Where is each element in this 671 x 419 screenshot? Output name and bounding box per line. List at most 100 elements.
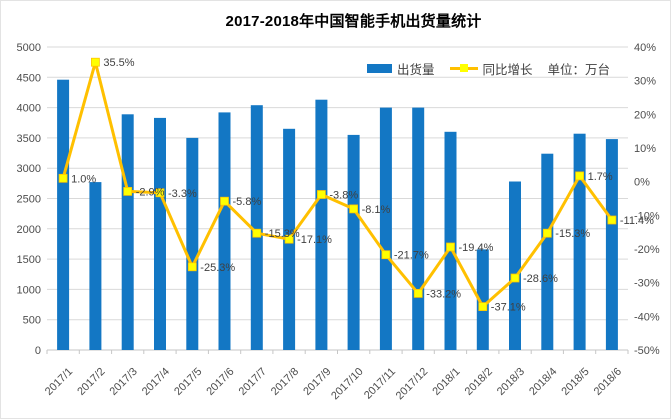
y-axis-tick-right: -10% xyxy=(634,210,660,222)
bar-2018/3 xyxy=(509,181,521,350)
marker-2017/11 xyxy=(381,250,391,260)
data-label-2017/8: -17.1% xyxy=(297,234,332,246)
bar-2018/6 xyxy=(605,139,618,350)
y-axis-tick-left: 1500 xyxy=(17,254,41,266)
x-axis-label: 2018/3 xyxy=(495,366,527,398)
data-label-2018/1: -19.4% xyxy=(459,242,494,254)
legend-label-shipments: 出货量 xyxy=(397,63,435,77)
x-axis-label: 2017/11 xyxy=(362,366,398,402)
data-label-2017/5: -25.3% xyxy=(200,262,235,274)
bar-series-swatch-icon xyxy=(367,64,392,73)
bar-2017/11 xyxy=(379,107,392,350)
marker-2018/2 xyxy=(478,302,488,311)
y-axis-tick-right: 10% xyxy=(634,143,656,155)
data-label-2017/7: -15.3% xyxy=(265,228,300,240)
y-axis-tick-left: 4000 xyxy=(17,103,41,115)
y-axis-tick-right: 0% xyxy=(634,177,650,189)
x-axis-label: 2017/5 xyxy=(172,366,204,398)
marker-2017/10 xyxy=(349,204,358,214)
bar-2018/1 xyxy=(444,131,457,350)
y-axis-tick-left: 3000 xyxy=(17,163,41,175)
y-axis-tick-left: 2000 xyxy=(17,224,41,236)
x-axis-label: 2018/2 xyxy=(463,366,495,398)
marker-2017/7 xyxy=(252,228,262,238)
marker-2017/12 xyxy=(413,289,423,298)
bar-2017/7 xyxy=(250,105,263,350)
y-axis-tick-right: 40% xyxy=(634,42,656,54)
marker-2018/5 xyxy=(575,171,584,181)
x-axis-label: 2017/1 xyxy=(43,366,75,398)
data-label-2017/6: -5.8% xyxy=(233,196,262,208)
data-label-2017/2: 35.5% xyxy=(103,57,134,69)
data-label-2017/9: -3.8% xyxy=(329,190,358,202)
bar-2018/4 xyxy=(541,153,554,350)
y-axis-tick-left: 5000 xyxy=(17,42,41,54)
y-axis-tick-left: 2500 xyxy=(17,194,41,206)
marker-2017/9 xyxy=(317,190,326,199)
x-axis-label: 2017/8 xyxy=(269,366,301,398)
line-series-swatch-icon xyxy=(449,64,478,72)
bar-2018/2 xyxy=(476,249,489,350)
x-axis-label: 2018/4 xyxy=(527,366,559,398)
x-axis-label: 2017/7 xyxy=(237,366,269,398)
marker-2018/1 xyxy=(446,242,455,252)
marker-2017/3 xyxy=(123,187,133,196)
y-axis-tick-right: 20% xyxy=(634,109,656,121)
y-axis-tick-left: 500 xyxy=(23,315,41,327)
growth-line xyxy=(61,60,614,309)
marker-2017/6 xyxy=(220,196,229,206)
bar-2018/5 xyxy=(573,133,586,350)
bar-2017/9 xyxy=(315,99,328,350)
marker-2017/2 xyxy=(91,57,100,67)
marker-2018/3 xyxy=(510,273,520,283)
data-label-2018/2: -37.1% xyxy=(491,302,526,314)
bar-2017/2 xyxy=(89,182,102,350)
data-label-2018/4: -15.3% xyxy=(555,228,590,240)
legend-label-growth: 同比增长 xyxy=(482,63,533,77)
x-axis-label: 2017/12 xyxy=(394,366,431,403)
chart-legend: 出货量 同比增长 单位：万台 xyxy=(367,59,610,78)
legend-item-growth: 同比增长 xyxy=(449,59,533,78)
data-label-2017/4: -3.3% xyxy=(168,188,197,200)
data-label-2018/6: -11.4% xyxy=(620,215,654,227)
unit-label: 单位：万台 xyxy=(547,63,611,77)
legend-item-shipments: 出货量 xyxy=(367,59,435,78)
bar-2017/1 xyxy=(57,79,70,350)
chart-title: 2017-2018年中国智能手机出货量统计 xyxy=(225,13,482,30)
marker-2017/8 xyxy=(284,234,294,244)
y-axis-tick-right: 30% xyxy=(634,76,656,88)
x-axis-label: 2017/10 xyxy=(329,366,366,403)
bar-2017/12 xyxy=(412,107,425,350)
line-marker-icon xyxy=(459,64,468,72)
marker-2017/1 xyxy=(58,173,68,183)
x-axis-label: 2017/3 xyxy=(108,366,140,398)
x-axis-label: 2017/6 xyxy=(204,366,236,398)
y-axis-tick-right: -40% xyxy=(634,311,660,323)
data-label-2017/12: -33.2% xyxy=(426,288,461,300)
y-axis-tick-right: -50% xyxy=(634,345,660,357)
data-label-2017/10: -8.1% xyxy=(362,204,391,216)
data-label-2017/11: -21.7% xyxy=(394,250,429,262)
marker-2017/5 xyxy=(187,262,197,272)
x-axis-label: 2018/6 xyxy=(592,366,624,398)
data-label-2017/1: 1.0% xyxy=(71,173,96,185)
x-axis-label: 2017/2 xyxy=(75,366,107,398)
data-label-2018/3: -28.6% xyxy=(523,273,558,285)
y-axis-tick-right: -30% xyxy=(634,278,660,290)
x-axis-label: 2018/1 xyxy=(430,366,462,398)
data-label-2017/3: -2.9% xyxy=(136,186,165,198)
bar-2017/10 xyxy=(347,134,360,350)
marker-2018/4 xyxy=(542,228,552,238)
y-axis-tick-left: 4500 xyxy=(17,72,41,84)
y-axis-tick-left: 1000 xyxy=(17,284,41,296)
y-axis-tick-left: 3500 xyxy=(17,133,41,145)
marker-2018/6 xyxy=(607,215,617,225)
y-axis-tick-right: -20% xyxy=(634,244,660,256)
y-axis-tick-left: 0 xyxy=(35,345,41,357)
bar-2017/3 xyxy=(121,114,134,350)
data-label-2018/5: 1.7% xyxy=(588,171,613,183)
x-axis-label: 2018/5 xyxy=(559,366,591,398)
x-axis-label: 2017/4 xyxy=(140,366,172,398)
